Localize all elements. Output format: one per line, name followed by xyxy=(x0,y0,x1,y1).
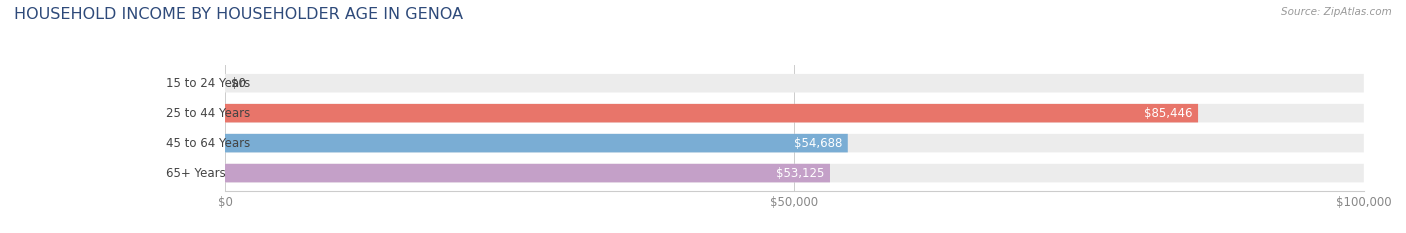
Text: Source: ZipAtlas.com: Source: ZipAtlas.com xyxy=(1281,7,1392,17)
Text: $0: $0 xyxy=(231,77,246,90)
FancyBboxPatch shape xyxy=(225,164,830,182)
FancyBboxPatch shape xyxy=(225,164,1364,182)
Text: 25 to 44 Years: 25 to 44 Years xyxy=(166,107,250,120)
FancyBboxPatch shape xyxy=(225,134,848,152)
Text: 45 to 64 Years: 45 to 64 Years xyxy=(166,137,250,150)
FancyBboxPatch shape xyxy=(225,134,1364,152)
FancyBboxPatch shape xyxy=(225,104,1364,123)
Text: 65+ Years: 65+ Years xyxy=(166,167,225,180)
Text: HOUSEHOLD INCOME BY HOUSEHOLDER AGE IN GENOA: HOUSEHOLD INCOME BY HOUSEHOLDER AGE IN G… xyxy=(14,7,463,22)
Text: $85,446: $85,446 xyxy=(1144,107,1192,120)
Text: $54,688: $54,688 xyxy=(794,137,842,150)
Text: $53,125: $53,125 xyxy=(776,167,824,180)
FancyBboxPatch shape xyxy=(225,104,1198,123)
FancyBboxPatch shape xyxy=(225,74,1364,93)
Text: 15 to 24 Years: 15 to 24 Years xyxy=(166,77,250,90)
